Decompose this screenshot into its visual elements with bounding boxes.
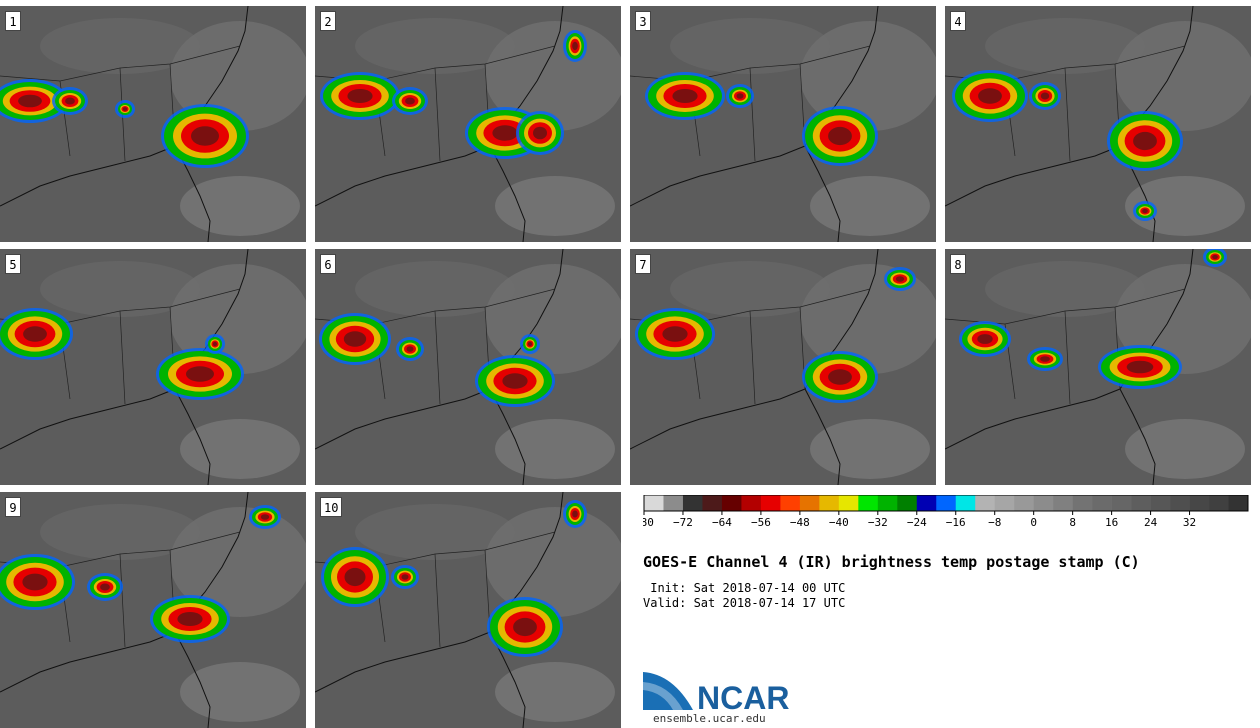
ir-satellite-map <box>945 249 1251 485</box>
ensemble-member-panel: 3 <box>630 6 936 242</box>
colorbar-tick-label: −64 <box>712 516 732 529</box>
ensemble-member-panel: 6 <box>315 249 621 485</box>
colorbar-swatch <box>1150 495 1171 511</box>
panel-number: 5 <box>5 254 21 274</box>
colorbar-tick-label: −80 <box>643 516 654 529</box>
colorbar-swatch <box>994 495 1015 511</box>
colorbar-swatch <box>663 495 684 511</box>
colorbar-swatch <box>682 495 703 511</box>
colorbar-swatch <box>799 495 820 511</box>
init-time: Init: Sat 2018-07-14 00 UTC <box>643 581 846 595</box>
colorbar-tick-label: −72 <box>673 516 693 529</box>
ensemble-member-panel: 5 <box>0 249 306 485</box>
panel-number: 8 <box>950 254 966 274</box>
colorbar-tick-label: −48 <box>790 516 810 529</box>
colorbar-swatch <box>1033 495 1054 511</box>
panel-number: 2 <box>320 11 336 31</box>
logo-text: NCAR <box>697 680 789 714</box>
panel-number: 3 <box>635 11 651 31</box>
colorbar-swatch <box>1014 495 1034 511</box>
colorbar-swatch <box>1131 495 1151 511</box>
ensemble-member-panel: 2 <box>315 6 621 242</box>
colorbar-swatch <box>721 495 742 511</box>
colorbar-swatch <box>877 495 898 511</box>
colorbar-swatch <box>819 495 840 511</box>
panel-number: 6 <box>320 254 336 274</box>
ensemble-member-panel: 1 <box>0 6 306 242</box>
colorbar-tick-label: 32 <box>1183 516 1196 529</box>
panel-number: 1 <box>5 11 21 31</box>
logo-url: ensemble.ucar.edu <box>653 712 766 725</box>
colorbar-swatch <box>1228 495 1249 511</box>
colorbar-tick-label: 0 <box>1030 516 1037 529</box>
ir-satellite-map <box>945 6 1251 242</box>
ensemble-member-panel: 9 <box>0 492 306 728</box>
colorbar-swatch <box>702 495 723 511</box>
ensemble-member-panel: 7 <box>630 249 936 485</box>
colorbar-swatch <box>858 495 879 511</box>
colorbar-swatch <box>916 495 937 511</box>
colorbar-swatch <box>780 495 801 511</box>
colorbar-swatch <box>1189 495 1210 511</box>
colorbar-swatch <box>936 495 957 511</box>
ir-satellite-map <box>630 6 936 242</box>
colorbar-swatch <box>1111 495 1132 511</box>
ir-satellite-map <box>315 492 621 728</box>
colorbar-tick-label: −16 <box>946 516 966 529</box>
colorbar-swatch <box>1209 495 1229 511</box>
ncar-logo: NCAR <box>643 672 789 714</box>
colorbar-swatch <box>838 495 859 511</box>
ensemble-member-panel: 4 <box>945 6 1251 242</box>
colorbar-swatch <box>1053 495 1073 511</box>
ir-satellite-map <box>0 6 306 242</box>
ir-satellite-map <box>0 492 306 728</box>
ir-satellite-map <box>630 249 936 485</box>
ensemble-member-panel: 10 <box>315 492 621 728</box>
colorbar-swatch <box>897 495 918 511</box>
valid-time: Valid: Sat 2018-07-14 17 UTC <box>643 596 846 610</box>
ensemble-member-panel: 8 <box>945 249 1251 485</box>
colorbar-tick-label: −32 <box>868 516 888 529</box>
panel-number: 4 <box>950 11 966 31</box>
panel-number: 7 <box>635 254 651 274</box>
panel-number: 10 <box>320 497 343 517</box>
colorbar-swatch <box>955 495 976 511</box>
figure-title: GOES-E Channel 4 (IR) brightness temp po… <box>643 553 1140 571</box>
colorbar-swatch <box>1092 495 1112 511</box>
colorbar-swatch <box>1072 495 1093 511</box>
colorbar-tick-label: −56 <box>751 516 771 529</box>
colorbar-frame <box>643 495 1249 512</box>
colorbar-swatch <box>741 495 762 511</box>
colorbar-tick-label: −8 <box>988 516 1001 529</box>
colorbar-tick-label: 24 <box>1144 516 1158 529</box>
colorbar-swatch <box>975 495 996 511</box>
panel-number: 9 <box>5 497 21 517</box>
colorbar-tick-label: −40 <box>829 516 849 529</box>
ir-satellite-map <box>315 249 621 485</box>
colorbar-tick-label: −24 <box>907 516 927 529</box>
colorbar-swatch <box>1170 495 1190 511</box>
colorbar-swatch <box>760 495 781 511</box>
ir-satellite-map <box>315 6 621 242</box>
ir-satellite-map <box>0 249 306 485</box>
colorbar-tick-label: 8 <box>1069 516 1076 529</box>
colorbar-swatch <box>644 495 664 511</box>
colorbar-tick-label: 16 <box>1105 516 1118 529</box>
